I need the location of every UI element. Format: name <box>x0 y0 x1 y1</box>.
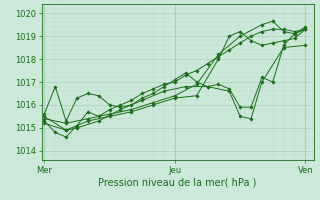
X-axis label: Pression niveau de la mer( hPa ): Pression niveau de la mer( hPa ) <box>99 177 257 187</box>
